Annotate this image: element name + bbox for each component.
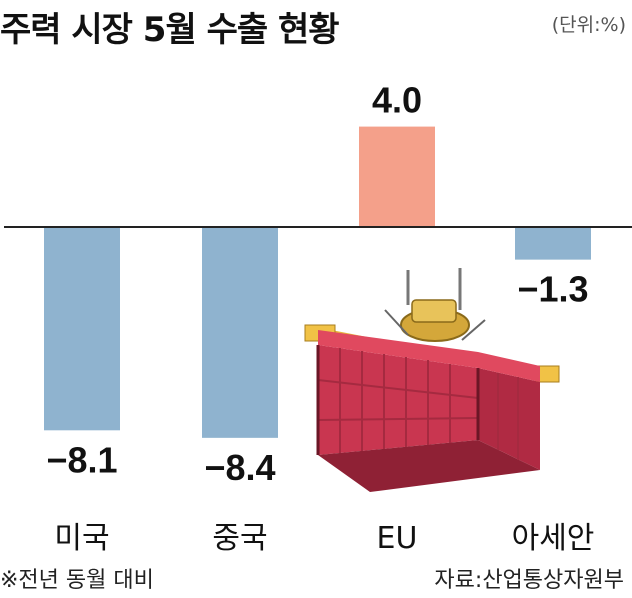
footnote: ※전년 동월 대비 [0,568,154,593]
chart-title: 주력 시장 5월 수출 현황 [0,10,340,50]
bar-china [202,227,278,438]
bar-us [44,227,120,431]
category-label-us: 미국 [54,521,109,556]
category-label-asean: 아세안 [512,521,595,556]
value-label-asean: −1.3 [517,269,588,310]
category-label-china: 중국 [212,521,267,556]
unit-label: (단위:%) [551,14,626,36]
value-label-eu: 4.0 [372,80,422,121]
cargo-container-illustration [304,268,560,492]
category-label-eu: EU [377,521,418,556]
bar-asean [515,227,591,260]
value-label-us: −8.1 [46,439,117,480]
value-label-china: −8.4 [204,447,275,488]
source-note: 자료:산업통상자원부 [434,568,624,593]
bar-eu [359,126,435,227]
